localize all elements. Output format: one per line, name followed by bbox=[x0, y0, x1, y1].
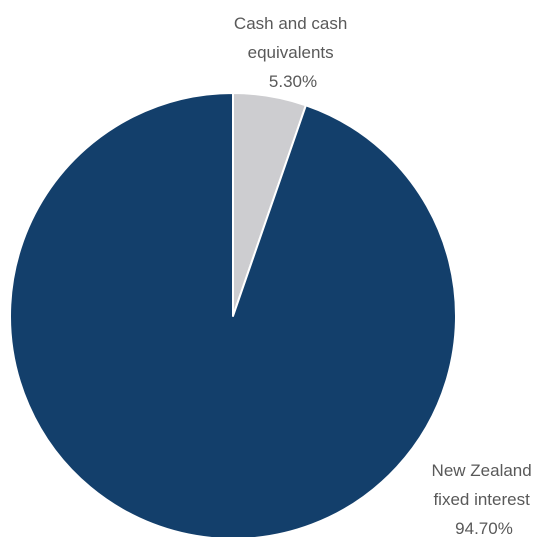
slice-new-zealand-fixed-interest bbox=[9, 92, 457, 537]
slice-label-nz-value: 94.70% bbox=[455, 519, 513, 537]
slice-label-cash-line-2: equivalents bbox=[248, 43, 334, 62]
pie-slices bbox=[9, 92, 457, 537]
slice-label-cash: Cash and cash equivalents 5.30% bbox=[234, 14, 352, 91]
slice-label-nz-line-2: fixed interest bbox=[433, 490, 530, 509]
slice-label-cash-value: 5.30% bbox=[269, 72, 317, 91]
slice-label-nz-fixed-interest: New Zealand fixed interest 94.70% bbox=[432, 461, 537, 537]
slice-label-cash-line-1: Cash and cash bbox=[234, 14, 347, 33]
slice-label-nz-line-1: New Zealand bbox=[432, 461, 532, 480]
